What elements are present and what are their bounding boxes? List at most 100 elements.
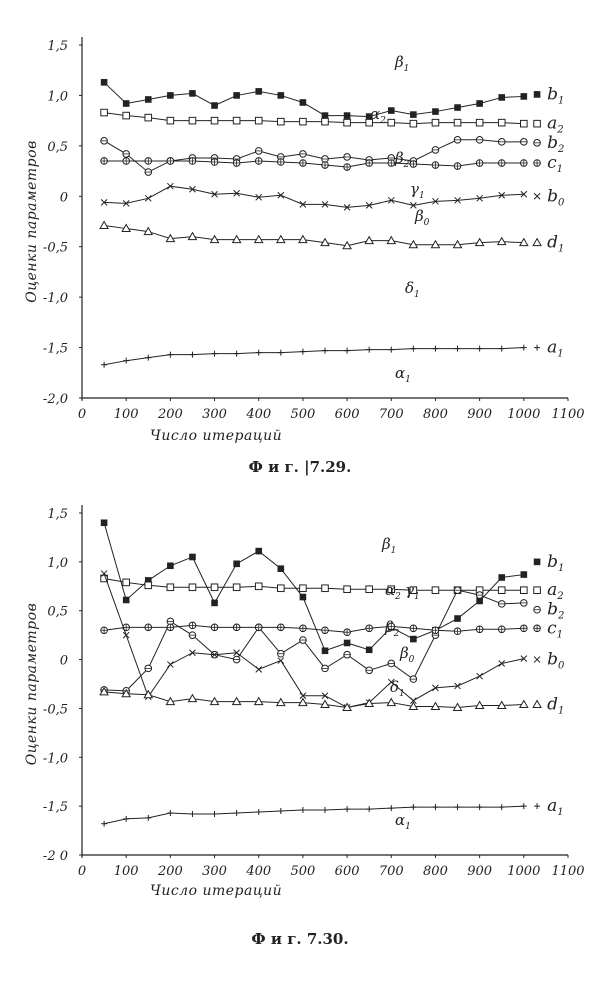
data-point	[365, 646, 373, 654]
series-line	[104, 225, 524, 247]
y-tick-label: -2,0	[43, 392, 68, 407]
data-point	[452, 702, 463, 711]
data-point	[386, 235, 397, 245]
series-name-label: α1	[395, 811, 411, 832]
series-name-label: β1	[381, 535, 396, 556]
data-point	[343, 585, 351, 594]
y-tick-label: -2 0	[43, 849, 68, 864]
data-point	[253, 696, 264, 706]
data-point	[520, 93, 528, 100]
series-name-label: β1	[394, 53, 409, 74]
data-point	[476, 597, 483, 605]
subscript: 1	[558, 563, 564, 574]
series-b0: b0 β0	[100, 182, 565, 228]
true-value-marker	[533, 558, 541, 566]
y-tick-label: 0	[60, 190, 68, 205]
data-point-cross	[255, 624, 263, 631]
data-point	[210, 116, 219, 125]
data-point	[408, 701, 419, 710]
x-tick-label: 300	[202, 407, 227, 422]
data-point	[166, 116, 175, 125]
data-point	[343, 204, 351, 211]
subscript: 2	[557, 611, 564, 622]
data-point	[275, 697, 286, 707]
series-d1: d1 δ1	[99, 678, 564, 717]
data-point	[387, 678, 395, 686]
data-point	[388, 805, 395, 812]
data-point	[321, 201, 329, 208]
data-point-cross	[100, 626, 108, 634]
data-point	[189, 90, 196, 97]
data-point-cross	[365, 159, 373, 167]
data-point	[299, 117, 307, 126]
data-point	[211, 810, 218, 817]
x-tick-label: 100	[114, 864, 139, 879]
data-point-cross	[277, 624, 285, 631]
data-point-cross	[454, 627, 461, 635]
data-point	[299, 201, 307, 208]
data-point	[99, 686, 109, 696]
subscript: 1	[557, 349, 563, 360]
data-point-cross	[277, 158, 285, 166]
data-point	[410, 345, 417, 352]
x-tick-label: 600	[335, 407, 360, 422]
x-axis-label: Число итераций	[150, 428, 282, 444]
series-name-label: α2	[385, 581, 401, 602]
data-point	[520, 803, 527, 810]
data-point	[122, 596, 130, 604]
data-point	[343, 639, 351, 647]
data-point	[277, 657, 285, 664]
series-d1: d1 δ1	[99, 220, 564, 300]
data-point	[321, 692, 329, 700]
data-point-cross	[410, 160, 417, 168]
data-point	[454, 104, 461, 111]
series-b0: b0 β0	[100, 570, 565, 711]
data-point	[365, 113, 373, 120]
data-point	[188, 583, 197, 592]
data-point	[343, 112, 351, 119]
data-point	[211, 651, 218, 659]
data-point	[432, 108, 439, 115]
data-point	[454, 196, 461, 204]
series-line	[103, 805, 524, 825]
data-point	[167, 92, 174, 99]
data-point	[299, 807, 306, 814]
true-value-label: d1	[547, 695, 564, 717]
true-value-marker	[533, 192, 541, 200]
x-tick-label: 300	[202, 864, 227, 879]
data-point	[410, 697, 417, 704]
series-line	[103, 573, 524, 708]
data-point-cross	[144, 157, 152, 165]
data-point-cross	[498, 159, 506, 167]
data-point	[342, 240, 352, 250]
data-point	[101, 820, 108, 827]
series-name-label: β0	[414, 207, 430, 228]
data-point	[167, 351, 174, 358]
y-axis-label: Оценки параметров	[24, 603, 40, 765]
subscript: 1	[414, 290, 420, 300]
true-value-label: b0	[547, 650, 565, 672]
true-value-marker-cross	[533, 625, 541, 632]
y-tick-label: 0,5	[47, 605, 68, 620]
data-point	[498, 94, 506, 101]
data-point-cross	[476, 159, 483, 167]
data-point-cross	[410, 625, 417, 632]
data-point	[520, 655, 528, 662]
data-point	[476, 672, 483, 680]
data-point-cross	[321, 626, 329, 634]
data-point	[520, 586, 528, 594]
y-tick-label: -1,0	[43, 751, 68, 766]
true-value-marker	[533, 656, 541, 663]
data-point-cross	[432, 161, 439, 169]
x-tick-label: 1000	[507, 864, 540, 879]
data-point-cross	[476, 625, 483, 633]
data-point-cross	[255, 157, 263, 165]
data-point	[233, 189, 240, 197]
data-point	[144, 194, 152, 202]
data-point	[277, 92, 285, 99]
data-point-cross	[343, 628, 351, 636]
series-c1: c1 γ1	[100, 153, 563, 201]
